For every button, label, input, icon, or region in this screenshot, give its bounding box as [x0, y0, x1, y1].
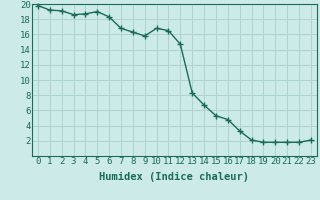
- X-axis label: Humidex (Indice chaleur): Humidex (Indice chaleur): [100, 172, 249, 182]
